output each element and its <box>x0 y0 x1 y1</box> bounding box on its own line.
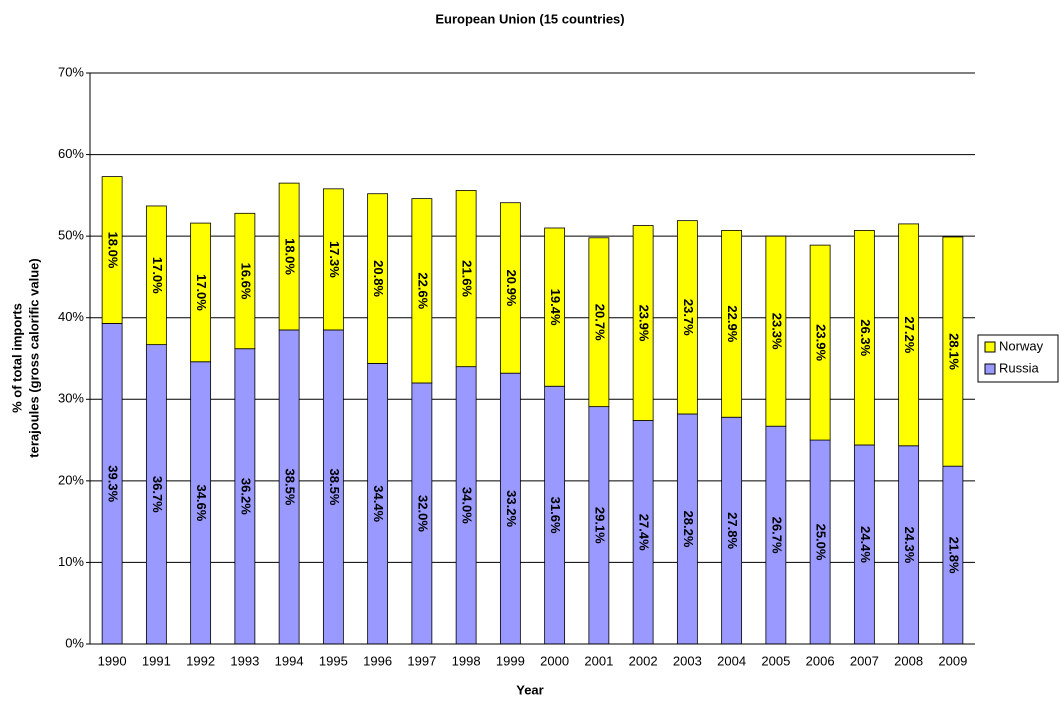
data-label: 36.7% <box>150 476 165 513</box>
data-label: 17.3% <box>327 241 342 278</box>
data-label: 17.0% <box>194 274 209 311</box>
bar-segment <box>411 198 433 384</box>
y-tick-label: 0% <box>65 635 84 650</box>
x-tick-label: 1994 <box>275 653 304 668</box>
y-tick-label: 30% <box>58 391 84 406</box>
legend-box <box>977 334 1059 383</box>
x-tick-label: 2009 <box>938 653 967 668</box>
x-tick-label: 2006 <box>806 653 835 668</box>
x-tick-label: 1999 <box>496 653 525 668</box>
bar-segment <box>322 188 344 331</box>
x-tick-label: 1992 <box>186 653 215 668</box>
y-tick-label: 20% <box>58 472 84 487</box>
bar-segment <box>765 235 787 427</box>
bar-segment <box>190 222 212 363</box>
legend-label: Russia <box>999 360 1040 375</box>
bar-segment <box>367 193 389 364</box>
legend-label: Norway <box>999 338 1044 353</box>
bar-segment <box>145 205 167 346</box>
x-tick-label: 1995 <box>319 653 348 668</box>
y-tick-label: 40% <box>58 309 84 324</box>
data-label: 28.2% <box>681 511 696 548</box>
x-tick-label: 2003 <box>673 653 702 668</box>
data-label: 21.8% <box>946 537 961 574</box>
bar-segment <box>676 220 698 415</box>
y-tick-label: 50% <box>58 228 84 243</box>
x-axis-title: Year <box>516 682 543 697</box>
x-tick-label: 1991 <box>142 653 171 668</box>
y-axis-title: % of total imports <box>9 303 24 413</box>
data-label: 27.4% <box>637 514 652 551</box>
data-label: 23.9% <box>637 305 652 342</box>
data-label: 38.5% <box>283 469 298 506</box>
data-label: 22.9% <box>725 305 740 342</box>
chart-title: European Union (15 countries) <box>435 11 624 26</box>
data-label: 36.2% <box>238 478 253 515</box>
bar-segment <box>632 225 654 421</box>
data-label: 20.8% <box>371 260 386 297</box>
bar-segment <box>721 230 743 418</box>
bar-segment <box>101 176 123 324</box>
x-tick-label: 2002 <box>629 653 658 668</box>
data-label: 33.2% <box>504 490 519 527</box>
data-label: 20.9% <box>504 270 519 307</box>
x-tick-label: 2005 <box>761 653 790 668</box>
bar-segment <box>499 202 521 374</box>
y-tick-label: 10% <box>58 554 84 569</box>
data-label: 31.6% <box>548 497 563 534</box>
data-label: 23.7% <box>681 299 696 336</box>
bar-segment <box>278 182 300 331</box>
data-label: 25.0% <box>814 524 829 561</box>
bar-segment <box>234 212 256 350</box>
data-label: 21.6% <box>460 260 475 297</box>
bar-segment <box>809 244 831 441</box>
data-label: 34.0% <box>460 487 475 524</box>
data-label: 22.6% <box>415 272 430 309</box>
x-tick-label: 2007 <box>850 653 879 668</box>
data-label: 34.4% <box>371 485 386 522</box>
data-label: 16.6% <box>238 263 253 300</box>
bar-segment <box>853 230 875 446</box>
x-tick-label: 2000 <box>540 653 569 668</box>
data-label: 39.3% <box>106 465 121 502</box>
x-tick-label: 2004 <box>717 653 746 668</box>
legend-swatch <box>984 341 996 353</box>
legend-swatch <box>984 363 996 375</box>
data-label: 32.0% <box>415 495 430 532</box>
data-label: 19.4% <box>548 289 563 326</box>
x-tick-label: 1998 <box>452 653 481 668</box>
data-label: 26.3% <box>858 319 873 356</box>
x-tick-label: 1997 <box>407 653 436 668</box>
data-label: 23.3% <box>769 313 784 350</box>
data-label: 29.1% <box>592 507 607 544</box>
data-label: 18.0% <box>106 232 121 269</box>
x-tick-label: 1996 <box>363 653 392 668</box>
data-label: 38.5% <box>327 469 342 506</box>
x-tick-label: 2001 <box>584 653 613 668</box>
y-axis-title: terajoules (gross calorific value) <box>26 258 41 457</box>
y-tick-label: 60% <box>58 146 84 161</box>
data-label: 24.3% <box>902 526 917 563</box>
data-label: 27.8% <box>725 512 740 549</box>
x-tick-label: 1990 <box>98 653 127 668</box>
data-label: 26.7% <box>769 517 784 554</box>
bar-segment <box>544 227 566 387</box>
data-label: 24.4% <box>858 526 873 563</box>
bar-segment <box>942 236 964 467</box>
data-label: 34.6% <box>194 484 209 521</box>
bar-segment <box>455 190 477 368</box>
bar-segment <box>898 223 920 447</box>
data-label: 23.9% <box>814 324 829 361</box>
data-label: 17.0% <box>150 257 165 294</box>
data-label: 18.0% <box>283 238 298 275</box>
data-label: 27.2% <box>902 316 917 353</box>
data-label: 28.1% <box>946 333 961 370</box>
x-tick-label: 1993 <box>230 653 259 668</box>
bar-segment <box>588 237 610 408</box>
y-tick-label: 70% <box>58 64 84 79</box>
data-label: 20.7% <box>592 304 607 341</box>
x-tick-label: 2008 <box>894 653 923 668</box>
